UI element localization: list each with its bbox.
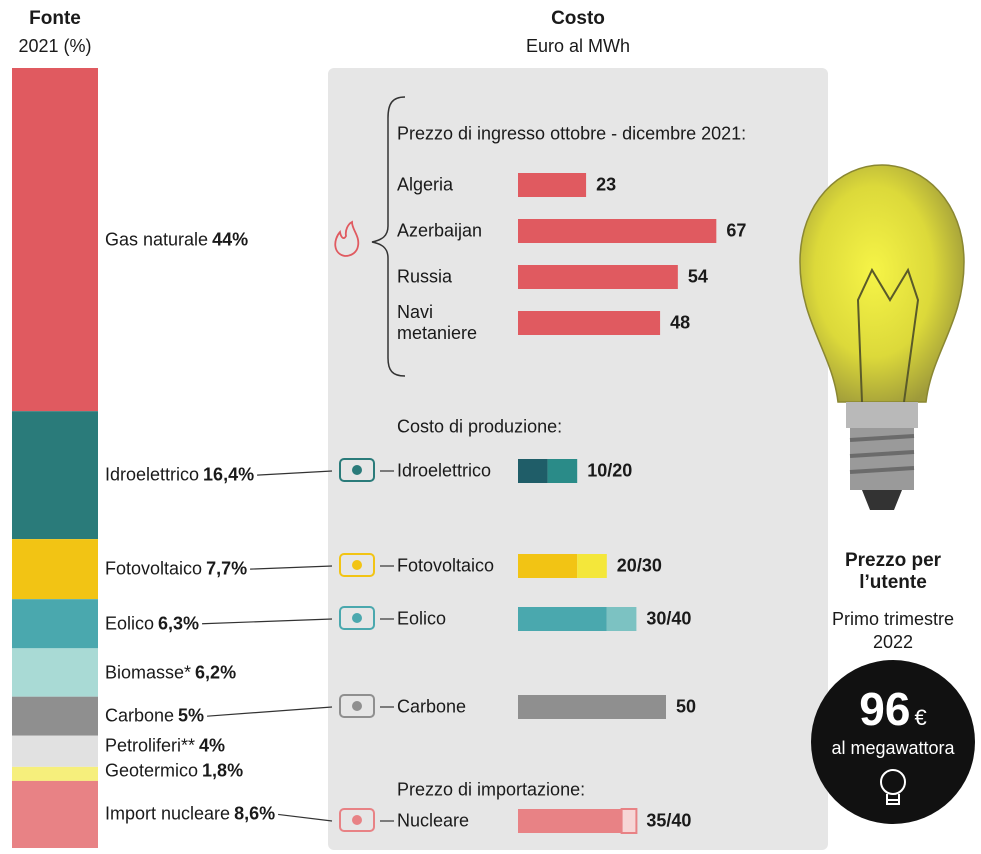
cost-title: Costo (551, 8, 605, 30)
connector (257, 471, 332, 475)
cost-value: 10/20 (587, 461, 632, 482)
cost-bar (518, 695, 666, 719)
callout-title: Prezzo per l’utente (818, 550, 968, 594)
source-value: 7,7% (206, 559, 247, 579)
cost-bar-range (548, 459, 578, 483)
source-label: Biomasse*6,2% (105, 662, 236, 683)
cost-bar (518, 459, 548, 483)
source-value: 8,6% (234, 804, 275, 824)
source-name: Geotermico (105, 760, 198, 780)
cost-category: Carbone (397, 697, 512, 718)
cost-bar (518, 311, 660, 335)
source-label: Petroliferi**4% (105, 736, 225, 757)
cost-category: Azerbaijan (397, 221, 512, 242)
cost-category: Eolico (397, 609, 512, 630)
cost-bar-range (607, 607, 637, 631)
callout-subtitle: Primo trimestre 2022 (828, 608, 958, 654)
source-name: Carbone (105, 706, 174, 726)
source-value: 6,3% (158, 613, 199, 633)
cost-value: 54 (688, 267, 708, 288)
cost-bar (518, 607, 607, 631)
cost-bar-range (622, 809, 637, 833)
source-title: Fonte (29, 8, 81, 30)
cost-value: 20/30 (617, 556, 662, 577)
source-icon (352, 465, 362, 475)
stack-segment (12, 648, 98, 696)
source-name: Import nucleare (105, 804, 230, 824)
connector (202, 619, 332, 624)
cost-value: 67 (726, 221, 746, 242)
price-value: 96 (859, 683, 910, 735)
cost-value: 35/40 (646, 811, 691, 832)
source-value: 5% (178, 706, 204, 726)
source-name: Eolico (105, 613, 154, 633)
cost-bar (518, 554, 577, 578)
cost-category: Nucleare (397, 811, 512, 832)
source-icon (352, 815, 362, 825)
source-name: Biomasse* (105, 662, 191, 682)
cost-category: Idroelettrico (397, 461, 512, 482)
stack-segment (12, 539, 98, 599)
cost-bar-range (577, 554, 607, 578)
cost-value: 48 (670, 313, 690, 334)
stack-segment (12, 736, 98, 767)
source-name: Petroliferi** (105, 736, 195, 756)
callout-caption: al megawattora (831, 738, 954, 759)
stack-segment (12, 697, 98, 736)
cost-category: Navi metaniere (397, 302, 512, 344)
cost-bar (518, 265, 678, 289)
section-title: Prezzo di importazione: (397, 780, 585, 801)
cost-bar (518, 809, 622, 833)
source-icon (352, 613, 362, 623)
source-icon (352, 701, 362, 711)
stack-segment (12, 68, 98, 411)
source-value: 6,2% (195, 662, 236, 682)
cost-category: Algeria (397, 175, 512, 196)
source-value: 4% (199, 736, 225, 756)
source-value: 16,4% (203, 465, 254, 485)
connector (278, 814, 332, 821)
section-title: Prezzo di ingresso ottobre - dicembre 20… (397, 124, 746, 145)
stack-segment (12, 767, 98, 781)
cost-category: Fotovoltaico (397, 556, 512, 577)
section-title: Costo di produzione: (397, 417, 562, 438)
connector (250, 566, 332, 569)
cost-category: Russia (397, 267, 512, 288)
source-name: Gas naturale (105, 229, 208, 249)
source-value: 1,8% (202, 760, 243, 780)
stack-segment (12, 781, 98, 848)
callout-price: 96€ (859, 682, 926, 736)
cost-value: 50 (676, 697, 696, 718)
cost-value: 23 (596, 175, 616, 196)
source-icon (352, 560, 362, 570)
source-value: 44% (212, 229, 248, 249)
cost-subtitle: Euro al MWh (526, 36, 630, 57)
cost-value: 30/40 (646, 609, 691, 630)
connector (207, 707, 332, 716)
source-name: Idroelettrico (105, 465, 199, 485)
stack-segment (12, 411, 98, 539)
cost-bar (518, 173, 586, 197)
price-unit: € (914, 705, 926, 730)
stack-segment (12, 599, 98, 648)
cost-bar (518, 219, 716, 243)
infographic: Fonte 2021 (%) Costo Euro al MWh Prezzo … (0, 0, 981, 854)
source-subtitle: 2021 (%) (18, 36, 91, 57)
source-name: Fotovoltaico (105, 559, 202, 579)
